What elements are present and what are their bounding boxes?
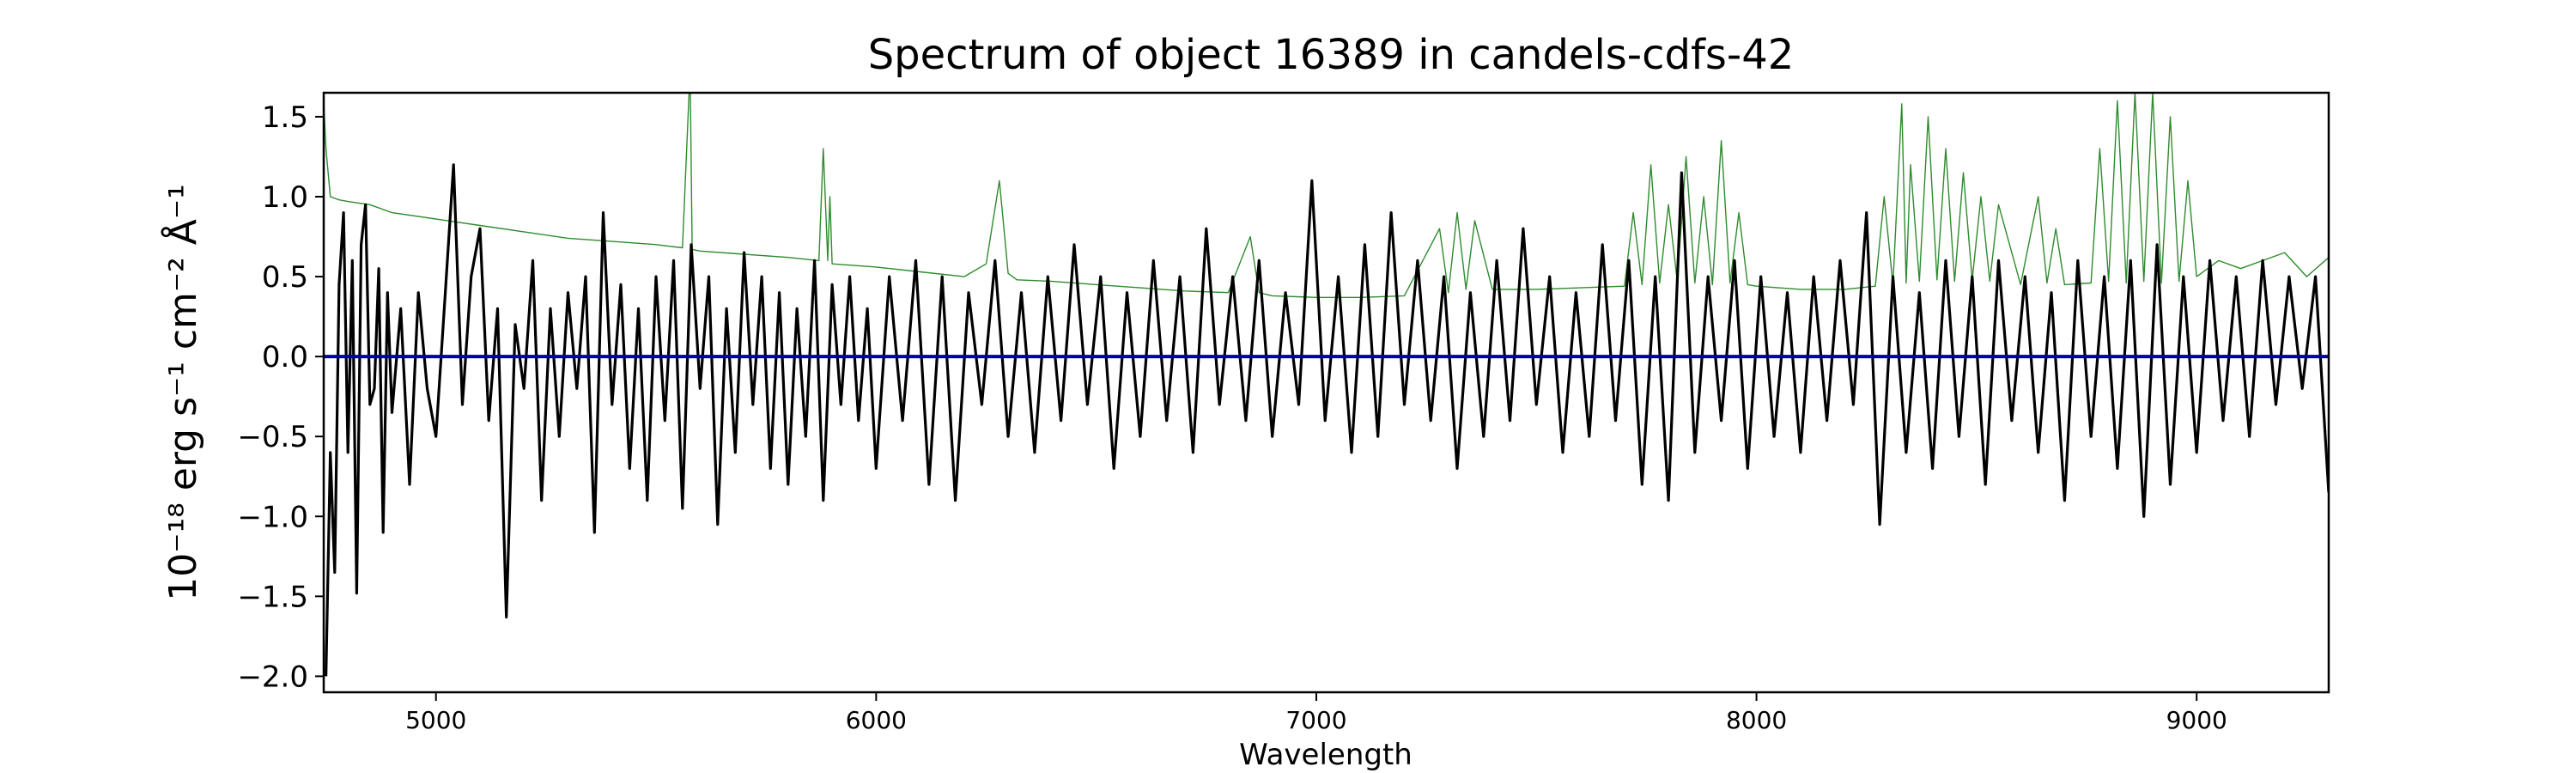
x-tick-label: 9000 [2166, 706, 2227, 734]
y-tick-label: 1.0 [262, 180, 308, 215]
y-axis-label: 10⁻¹⁸ erg s⁻¹ cm⁻² Å⁻¹ [160, 184, 205, 600]
y-tick-label: −1.0 [237, 500, 308, 534]
x-axis-label: Wavelength [1239, 738, 1413, 772]
x-tick-label: 8000 [1726, 706, 1787, 734]
y-tick-label: 0.5 [262, 260, 308, 295]
x-tick-label: 5000 [405, 706, 466, 734]
error-series-line [324, 93, 2329, 298]
y-axis: −2.0 −1.5 −1.0 −0.5 0.0 0.5 1.0 1.5 [237, 100, 324, 694]
plot-frame [322, 91, 2330, 694]
flux-series-line [325, 163, 2329, 677]
y-tick-label: −1.5 [237, 580, 308, 614]
y-tick-label: 0.0 [262, 340, 308, 374]
x-tick-label: 7000 [1285, 706, 1346, 734]
y-tick-label: −0.5 [237, 420, 308, 454]
y-tick-label: 1.5 [262, 100, 308, 135]
x-tick-label: 6000 [846, 706, 907, 734]
plot-area [324, 93, 2329, 677]
chart-title: Spectrum of object 16389 in candels-cdfs… [868, 31, 1795, 79]
x-axis: 5000 6000 7000 8000 9000 [405, 692, 2227, 734]
y-tick-label: −2.0 [237, 660, 308, 694]
